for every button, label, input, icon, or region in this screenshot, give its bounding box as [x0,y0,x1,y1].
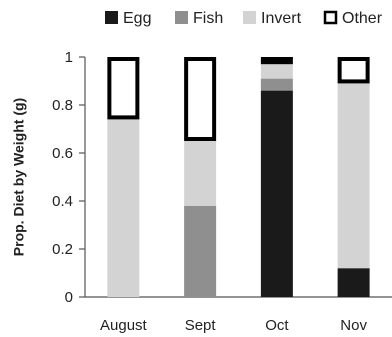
y-tick-label: 0.8 [52,97,73,114]
bar-oct-other [260,57,293,65]
y-tick-label: 0 [65,289,73,306]
bar-sept-invert [184,141,217,206]
y-tick-label: 0.2 [52,241,73,258]
y-ticks: 0 0.2 0.4 0.6 0.8 1 [52,49,85,306]
legend: Egg Fish Invert Other [105,10,383,27]
bar-nov-invert [337,83,370,269]
y-tick-label: 0.6 [52,145,73,162]
bar-oct-egg [260,90,293,297]
bar-oct-invert [260,64,293,79]
y-tick-label: 1 [65,49,73,66]
legend-swatch-invert [243,11,256,24]
legend-swatch-fish [175,11,188,24]
bar-august-other [107,57,140,120]
bar-august-invert [107,119,140,298]
legend-label-other: Other [342,10,383,27]
x-ticks: August Sept Oct Nov [100,317,367,334]
bar-nov-other [337,57,370,84]
x-tick-label: August [100,317,148,334]
bar-nov-egg [337,268,370,297]
bar-oct-fish [260,78,293,91]
x-tick-label: Sept [185,317,217,334]
x-tick-label: Oct [265,317,289,334]
legend-swatch-egg [105,11,118,24]
legend-label-invert: Invert [261,10,302,27]
bar-sept-other [184,57,217,141]
y-axis-title: Prop. Diet by Weight (g) [11,98,27,256]
legend-label-egg: Egg [123,10,151,27]
bars [107,57,370,298]
y-tick-label: 0.4 [52,193,73,210]
legend-swatch-other [323,10,338,25]
bar-sept-fish [184,205,217,297]
legend-label-fish: Fish [193,10,223,27]
x-tick-label: Nov [340,317,367,334]
